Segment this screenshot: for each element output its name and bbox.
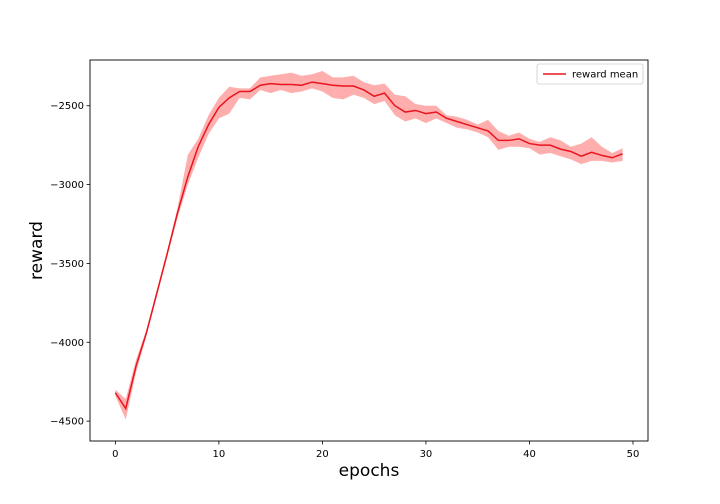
- legend-label-reward-mean: reward mean: [572, 70, 638, 81]
- x-tick-label: 40: [523, 449, 536, 460]
- y-tick-label: −3000: [50, 180, 84, 191]
- y-axis-title: reward: [27, 221, 47, 280]
- x-tick-label: 30: [420, 449, 433, 460]
- x-tick-label: 10: [213, 449, 226, 460]
- x-axis-title: epochs: [339, 461, 400, 481]
- x-axis-ticks: 0 10 20 30 40 50: [112, 441, 639, 460]
- legend-box: [536, 63, 644, 85]
- y-tick-label: −4000: [50, 338, 84, 349]
- x-tick-label: 0: [112, 449, 118, 460]
- x-tick-label: 50: [627, 449, 640, 460]
- y-tick-label: −2500: [50, 101, 84, 112]
- y-axis-ticks: −4500 −4000 −3500 −3000 −2500: [50, 101, 90, 428]
- y-tick-label: −3500: [50, 259, 84, 270]
- series-line-reward-mean: [114, 81, 623, 411]
- y-tick-label: −4500: [50, 417, 84, 428]
- plot-frame: [89, 59, 649, 442]
- legend: reward mean: [536, 63, 644, 85]
- series-line-layer: [114, 81, 623, 411]
- x-tick-label: 20: [316, 449, 329, 460]
